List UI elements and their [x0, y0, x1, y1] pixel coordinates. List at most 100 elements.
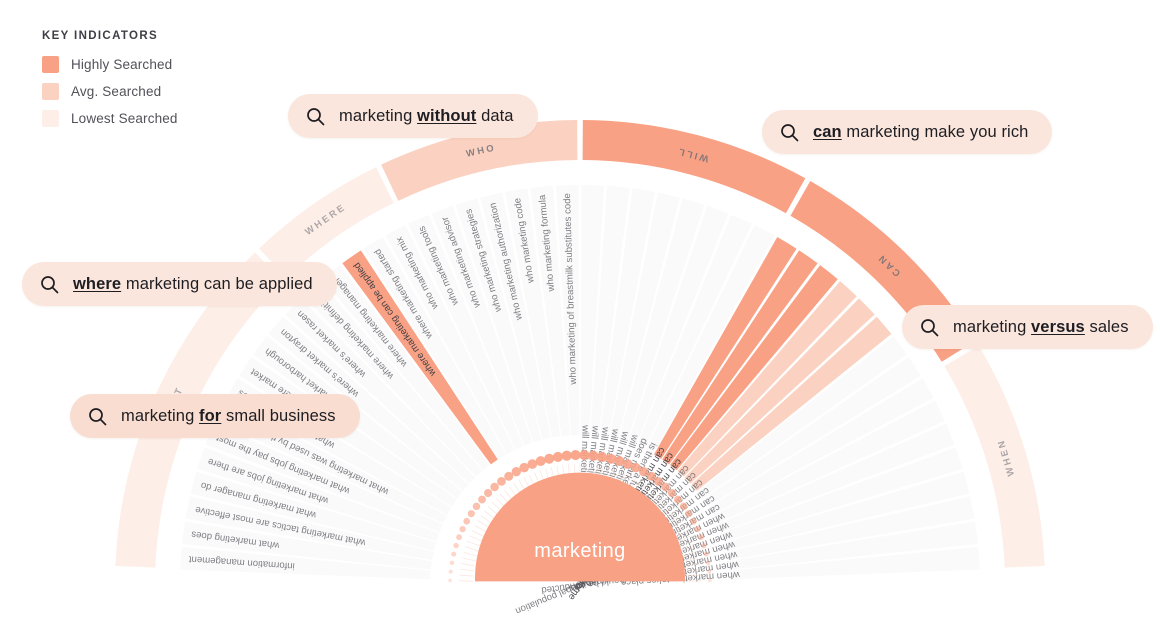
radial-tick [682, 551, 697, 557]
legend-label-low: Lowest Searched [71, 111, 178, 126]
spoke-wedge [599, 188, 655, 438]
intensity-dot [467, 510, 475, 518]
intensity-dot [646, 471, 656, 481]
spoke-wedge [180, 547, 431, 580]
spoke-wedge [530, 185, 570, 437]
intensity-dot [497, 476, 506, 486]
intensity-dot [703, 551, 709, 557]
spoke-wedge [385, 225, 515, 454]
intensity-dot [579, 449, 590, 461]
intensity-dot [707, 569, 712, 574]
radial-tick [675, 530, 689, 538]
spoke-wedge [322, 265, 490, 471]
spoke-wedge [703, 356, 921, 507]
search-pill-can-marketing-make-you-rich[interactable]: can marketing make you rich [762, 110, 1053, 154]
legend-item-highly-searched: Highly Searched [42, 56, 178, 73]
search-pill-without-data[interactable]: marketing without data [288, 94, 538, 138]
legend-label-avg: Avg. Searched [71, 84, 162, 99]
radial-tick [465, 546, 479, 552]
radial-tick [679, 540, 693, 547]
intensity-dot [661, 482, 670, 492]
section-ring-what [115, 252, 283, 568]
spoke-wedge [190, 471, 437, 551]
intensity-dot [552, 451, 563, 462]
intensity-dot [588, 450, 599, 461]
spoke-wedge [717, 423, 955, 533]
spoke-wedge [645, 225, 775, 454]
section-ring-will [582, 120, 806, 214]
radial-tick [459, 568, 474, 572]
center-hub[interactable] [475, 472, 685, 582]
intensity-dot [463, 517, 471, 525]
legend-swatch-high [42, 56, 59, 73]
search-icon [781, 123, 799, 141]
spoke-wedge [555, 185, 580, 436]
radial-tick [686, 574, 701, 577]
spoke-wedge [713, 400, 945, 524]
intensity-dot [511, 467, 521, 477]
radial-tick [463, 551, 478, 557]
radial-tick [684, 557, 698, 562]
intensity-dot [472, 502, 481, 511]
search-pill-where-marketing-can-be-applied[interactable]: where marketing can be applied [22, 262, 337, 306]
spoke-wedge [627, 205, 729, 446]
intensity-dot [701, 542, 707, 549]
intensity-dot [448, 569, 453, 574]
intensity-dot [527, 459, 538, 469]
legend-item-lowest-searched: Lowest Searched [42, 110, 178, 127]
search-icon [89, 407, 107, 425]
intensity-dot [605, 453, 616, 464]
spoke-wedge [708, 378, 934, 515]
legend: KEY INDICATORS Highly Searched Avg. Sear… [42, 30, 178, 137]
intensity-dot [597, 451, 608, 462]
intensity-dot [622, 459, 633, 469]
spoke-wedge [455, 198, 542, 443]
radial-tick [686, 568, 701, 572]
spoke-wedge [363, 237, 507, 459]
spoke-wedge [408, 214, 524, 450]
radial-tick [677, 535, 691, 542]
legend-label-high: Highly Searched [71, 57, 173, 72]
spoke-wedge [580, 185, 605, 436]
spoke-wedge [662, 250, 818, 465]
legend-title: KEY INDICATORS [42, 30, 159, 42]
search-pill-text: marketing without data [339, 106, 514, 125]
intensity-dot [453, 542, 459, 549]
spoke-wedge [684, 298, 875, 484]
intensity-dot [654, 476, 663, 486]
intensity-dot [478, 495, 486, 504]
spoke-wedge [182, 521, 432, 570]
spoke-wedge [618, 198, 705, 443]
intensity-dot [667, 488, 676, 498]
spoke-wedge [303, 281, 483, 477]
intensity-dot [614, 456, 625, 467]
spoke-wedge [697, 336, 907, 499]
spoke-wedge [480, 192, 551, 440]
spoke-wedge [268, 316, 469, 491]
intensity-dot [694, 525, 701, 533]
intensity-dot [685, 510, 693, 518]
intensity-dot [639, 467, 649, 477]
intensity-dot [535, 456, 546, 467]
search-pill-text: where marketing can be applied [73, 274, 313, 293]
intensity-dot [490, 482, 499, 492]
radial-tick [685, 563, 700, 567]
spoke-wedge [505, 188, 561, 438]
search-icon [41, 275, 59, 293]
intensity-dot [449, 560, 455, 566]
section-ring-who [381, 120, 578, 201]
intensity-dot [708, 578, 712, 583]
search-pill-marketing-for-small-business[interactable]: marketing for small business [70, 394, 360, 438]
search-pill-marketing-versus-sales[interactable]: marketing versus sales [902, 305, 1153, 349]
intensity-dot [484, 488, 493, 498]
legend-swatch-avg [42, 83, 59, 100]
intensity-dot [697, 534, 704, 541]
radial-tick [462, 557, 476, 562]
radial-tick [477, 520, 490, 529]
intensity-dot [456, 534, 463, 541]
spoke-wedge [609, 192, 680, 440]
intensity-dot [570, 449, 581, 461]
intensity-dot [631, 462, 641, 473]
radial-tick [467, 540, 481, 547]
radial-tick [471, 530, 485, 538]
